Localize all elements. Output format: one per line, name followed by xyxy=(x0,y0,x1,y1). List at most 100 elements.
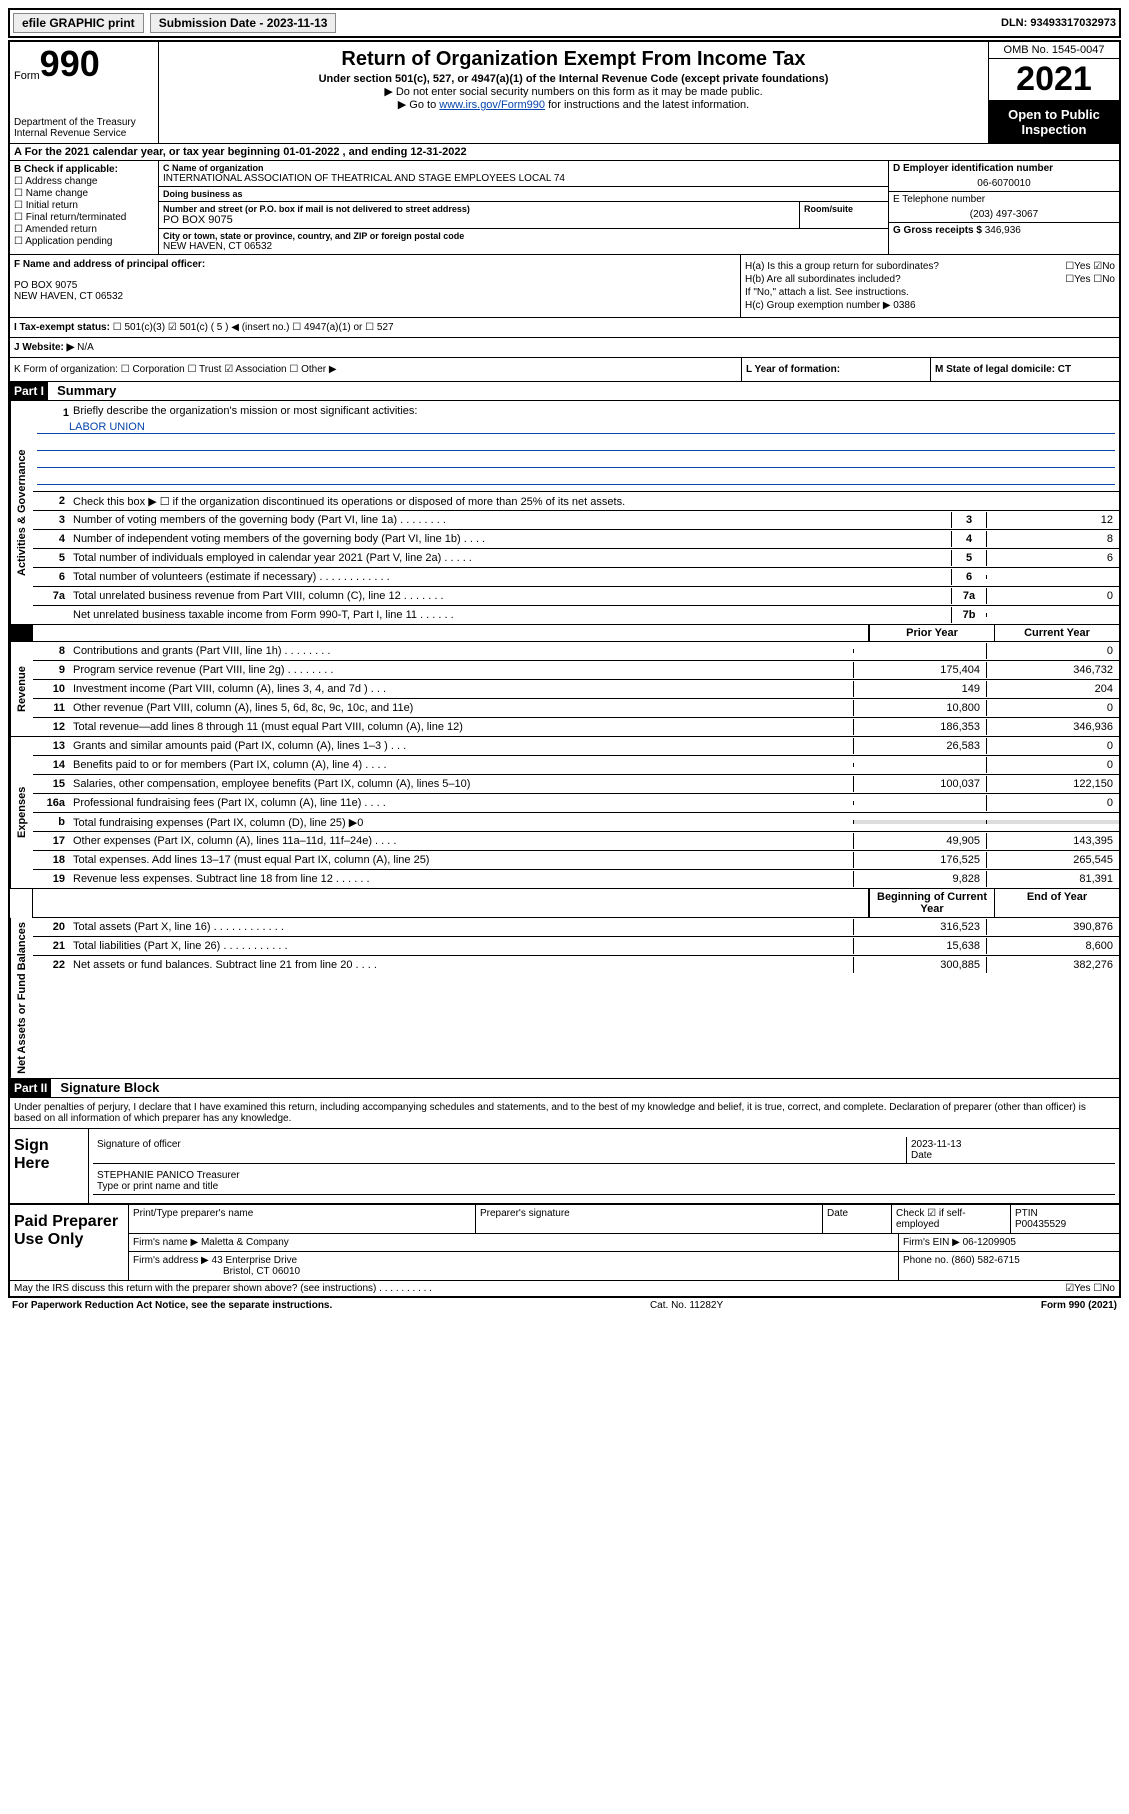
hb-answer[interactable]: ☐Yes ☐No xyxy=(1065,274,1115,285)
prep-ptin-cell: PTIN P00435529 xyxy=(1011,1205,1119,1233)
current-value: 8,600 xyxy=(986,938,1119,954)
part1-header-row: Part I Summary xyxy=(10,382,1119,401)
officer-name: STEPHANIE PANICO Treasurer xyxy=(97,1170,240,1181)
line-value: 8 xyxy=(986,531,1119,547)
line-desc: Total liabilities (Part X, line 26) . . … xyxy=(69,938,853,954)
firm-name-label: Firm's name ▶ xyxy=(133,1237,198,1248)
preparer-header-row: Print/Type preparer's name Preparer's si… xyxy=(129,1205,1119,1234)
summary-line: 6 Total number of volunteers (estimate i… xyxy=(33,568,1119,587)
prior-value: 186,353 xyxy=(853,719,986,735)
officer-name-line: STEPHANIE PANICO Treasurer Type or print… xyxy=(93,1168,1115,1195)
officer-name-block: STEPHANIE PANICO Treasurer Type or print… xyxy=(93,1168,1115,1194)
org-form-row: K Form of organization: ☐ Corporation ☐ … xyxy=(10,358,1119,382)
summary-line: 15 Salaries, other compensation, employe… xyxy=(33,775,1119,794)
current-value: 0 xyxy=(986,738,1119,754)
prior-value: 300,885 xyxy=(853,957,986,973)
prior-value: 149 xyxy=(853,681,986,697)
revenue-side-label: Revenue xyxy=(10,642,33,736)
hc-row: H(c) Group exemption number ▶ 0386 xyxy=(745,300,1115,311)
line-num: 13 xyxy=(33,738,69,754)
line-num: 16a xyxy=(33,795,69,811)
col-header-content: Prior Year Current Year xyxy=(33,625,1119,642)
chk-name-change[interactable]: Name change xyxy=(14,188,154,199)
officer-sig-line: Signature of officer 2023-11-13 Date xyxy=(93,1137,1115,1164)
chk-address-change[interactable]: Address change xyxy=(14,176,154,187)
prior-value: 15,638 xyxy=(853,938,986,954)
open-inspection: Open to Public Inspection xyxy=(989,101,1119,143)
prep-date-header: Date xyxy=(823,1205,892,1233)
governance-side-label: Activities & Governance xyxy=(10,401,33,624)
line-value xyxy=(986,575,1119,579)
efile-print-button[interactable]: efile GRAPHIC print xyxy=(13,13,144,33)
prior-value: 10,800 xyxy=(853,700,986,716)
line-desc: Revenue less expenses. Subtract line 18 … xyxy=(69,871,853,887)
ha-answer[interactable]: ☐Yes ☑No xyxy=(1065,261,1115,272)
org-name-label: C Name of organization xyxy=(163,163,884,173)
discuss-answer[interactable]: ☑Yes ☐No xyxy=(1065,1283,1115,1294)
form-of-org[interactable]: K Form of organization: ☐ Corporation ☐ … xyxy=(10,358,742,381)
officer-addr1: PO BOX 9075 xyxy=(14,280,736,291)
goto-post: for instructions and the latest informat… xyxy=(545,99,749,111)
summary-line: b Total fundraising expenses (Part IX, c… xyxy=(33,813,1119,832)
line-box: 5 xyxy=(951,550,986,566)
firm-addr-row: Firm's address ▶ 43 Enterprise Drive Bri… xyxy=(129,1252,1119,1280)
line-num: 22 xyxy=(33,957,69,973)
city-row: City or town, state or province, country… xyxy=(159,229,888,254)
ein-label: D Employer identification number xyxy=(893,163,1115,174)
prior-year-header: Prior Year xyxy=(869,625,994,641)
summary-line: 3 Number of voting members of the govern… xyxy=(33,511,1119,530)
group-return-section: H(a) Is this a group return for subordin… xyxy=(741,255,1119,317)
tax-year: 2021 xyxy=(989,59,1119,101)
sign-here-label: Sign Here xyxy=(10,1129,89,1203)
firm-addr2: Bristol, CT 06010 xyxy=(223,1266,300,1277)
chk-amended-return[interactable]: Amended return xyxy=(14,224,154,235)
form-container: Form 990 Department of the Treasury Inte… xyxy=(8,40,1121,1298)
firm-addr-label: Firm's address ▶ xyxy=(133,1255,209,1266)
summary-line: 7a Total unrelated business revenue from… xyxy=(33,587,1119,606)
current-value: 204 xyxy=(986,681,1119,697)
line-desc: Number of independent voting members of … xyxy=(69,531,951,547)
line-desc: Total assets (Part X, line 16) . . . . .… xyxy=(69,919,853,935)
current-value: 0 xyxy=(986,757,1119,773)
discuss-row: May the IRS discuss this return with the… xyxy=(10,1280,1119,1296)
state-domicile: M State of legal domicile: CT xyxy=(931,358,1119,381)
header-right: OMB No. 1545-0047 2021 Open to Public In… xyxy=(988,42,1119,143)
firm-addr1: 43 Enterprise Drive xyxy=(212,1255,298,1266)
line-box: 6 xyxy=(951,569,986,585)
line-desc: Professional fundraising fees (Part IX, … xyxy=(69,795,853,811)
firm-name-row: Firm's name ▶ Maletta & Company Firm's E… xyxy=(129,1234,1119,1252)
prep-self-emp[interactable]: Check ☑ if self-employed xyxy=(892,1205,1011,1233)
dln-text: DLN: 93493317032973 xyxy=(1001,17,1116,29)
balance-columns: Beginning of Current Year End of Year xyxy=(33,889,1119,918)
summary-line: 8 Contributions and grants (Part VIII, l… xyxy=(33,642,1119,661)
summary-line: Net unrelated business taxable income fr… xyxy=(33,606,1119,624)
firm-addr-cell: Firm's address ▶ 43 Enterprise Drive Bri… xyxy=(129,1252,899,1280)
current-value: 143,395 xyxy=(986,833,1119,849)
chk-application-pending[interactable]: Application pending xyxy=(14,236,154,247)
website-row: J Website: ▶ N/A xyxy=(10,338,1119,358)
firm-ein-value: 06-1209905 xyxy=(963,1237,1016,1248)
chk-final-return[interactable]: Final return/terminated xyxy=(14,212,154,223)
form-number: 990 xyxy=(40,46,100,82)
col-b-title: B Check if applicable: xyxy=(14,164,154,175)
submission-date-button[interactable]: Submission Date - 2023-11-13 xyxy=(150,13,337,33)
line-desc: Program service revenue (Part VIII, line… xyxy=(69,662,853,678)
line-num: b xyxy=(33,814,69,830)
summary-line: 12 Total revenue—add lines 8 through 11 … xyxy=(33,718,1119,736)
phone-label: E Telephone number xyxy=(893,194,1115,205)
line-value: 0 xyxy=(986,588,1119,604)
ha-label: H(a) Is this a group return for subordin… xyxy=(745,261,939,272)
line2-num: 2 xyxy=(33,493,69,509)
tax-status-options[interactable]: ☐ 501(c)(3) ☑ 501(c) ( 5 ) ◀ (insert no.… xyxy=(113,322,394,333)
sig-officer-label: Signature of officer xyxy=(93,1137,906,1163)
hb-label: H(b) Are all subordinates included? xyxy=(745,274,901,285)
preparer-grid: Print/Type preparer's name Preparer's si… xyxy=(129,1205,1119,1280)
irs-link[interactable]: www.irs.gov/Form990 xyxy=(439,99,545,111)
col-spacer xyxy=(33,625,869,641)
hb-row: H(b) Are all subordinates included? ☐Yes… xyxy=(745,274,1115,285)
line-num: 12 xyxy=(33,719,69,735)
chk-initial-return[interactable]: Initial return xyxy=(14,200,154,211)
phone-row: E Telephone number (203) 497-3067 xyxy=(889,192,1119,223)
line-desc: Other revenue (Part VIII, column (A), li… xyxy=(69,700,853,716)
line-desc: Grants and similar amounts paid (Part IX… xyxy=(69,738,853,754)
